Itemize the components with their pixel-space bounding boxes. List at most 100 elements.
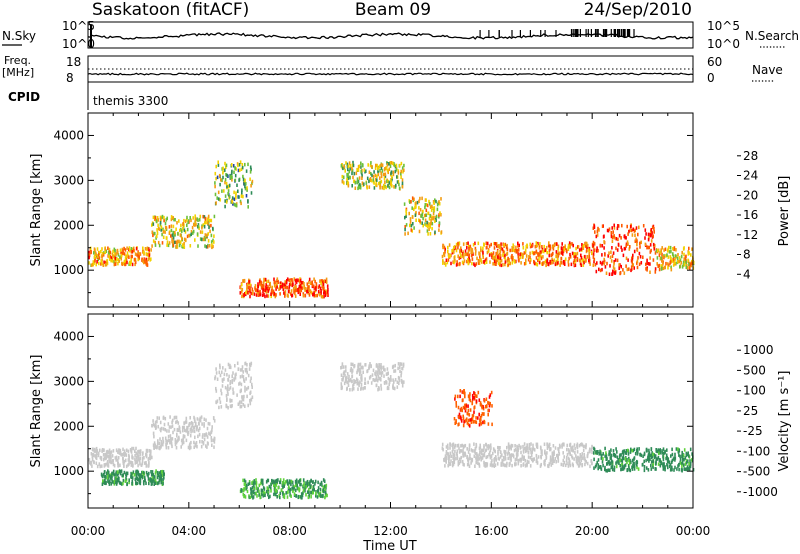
- echo-cell: [203, 215, 206, 219]
- echo-cell: [688, 262, 690, 266]
- echo-cell: [592, 240, 595, 245]
- echo-cell: [142, 480, 145, 484]
- y-tick-label: 4000: [53, 128, 84, 142]
- echo-cell: [356, 167, 358, 172]
- echo-cell: [674, 257, 676, 261]
- echo-cell: [188, 446, 191, 451]
- echo-cell: [94, 254, 96, 259]
- nsky-left-tick-bottom: 10^0: [62, 37, 95, 51]
- echo-cell: [224, 204, 226, 209]
- echo-cell: [624, 246, 627, 251]
- echo-cell: [348, 378, 350, 383]
- echo-cell: [665, 453, 668, 457]
- echo-cell: [248, 481, 251, 486]
- echo-cell: [125, 259, 127, 264]
- echo-cell: [497, 255, 499, 259]
- echo-cell: [633, 464, 635, 469]
- echo-cell: [128, 246, 131, 250]
- echo-cell: [651, 231, 653, 235]
- echo-cell: [396, 180, 399, 184]
- echo-cell: [579, 259, 582, 263]
- echo-cell: [94, 256, 97, 261]
- echo-cell: [415, 218, 417, 222]
- echo-cell: [497, 450, 499, 454]
- echo-cell: [356, 180, 359, 185]
- echo-cell: [501, 458, 503, 463]
- echo-cell: [351, 369, 354, 373]
- echo-cell: [255, 491, 257, 496]
- echo-cell: [131, 254, 133, 259]
- echo-cell: [170, 425, 172, 429]
- echo-cell: [467, 462, 470, 466]
- echo-cell: [572, 260, 575, 265]
- echo-cell: [492, 253, 494, 258]
- echo-cell: [591, 450, 593, 455]
- echo-cell: [288, 287, 290, 291]
- echo-cell: [177, 421, 180, 425]
- echo-cell: [136, 481, 138, 486]
- echo-cell: [158, 227, 161, 231]
- echo-cell: [500, 259, 503, 263]
- power-panel-frame: [87, 112, 694, 308]
- echo-cell: [117, 458, 119, 463]
- echo-cell: [157, 240, 160, 245]
- echo-cell: [135, 472, 138, 476]
- echo-cell: [366, 369, 369, 373]
- echo-cell: [585, 241, 587, 246]
- echo-cell: [258, 279, 261, 284]
- echo-cell: [491, 253, 493, 257]
- echo-cell: [545, 245, 548, 250]
- echo-cell: [591, 461, 593, 466]
- echo-cell: [429, 225, 431, 229]
- echo-cell: [122, 249, 124, 253]
- echo-cell: [630, 268, 632, 273]
- echo-cell: [453, 417, 456, 421]
- echo-cell: [126, 260, 128, 265]
- echo-cell: [93, 247, 96, 251]
- echo-cell: [517, 448, 519, 452]
- echo-cell: [215, 367, 217, 371]
- echo-cell: [592, 255, 595, 259]
- echo-cell: [113, 260, 115, 264]
- echo-cell: [684, 456, 687, 460]
- echo-cell: [687, 459, 689, 463]
- echo-cell: [315, 494, 317, 498]
- echo-cell: [665, 254, 667, 258]
- echo-cell: [677, 464, 679, 468]
- echo-cell: [631, 228, 633, 233]
- echo-cell: [189, 244, 192, 248]
- echo-cell: [625, 449, 628, 453]
- echo-cell: [248, 480, 251, 484]
- echo-cell: [267, 294, 270, 298]
- echo-cell: [124, 256, 127, 260]
- echo-cell: [536, 460, 539, 465]
- echo-cell: [155, 219, 158, 224]
- echo-cell: [386, 168, 389, 173]
- colorbar-tick-label: 8: [743, 248, 751, 262]
- echo-cell: [479, 443, 481, 448]
- echo-cell: [224, 368, 227, 372]
- echo-cell: [683, 467, 686, 471]
- echo-cell: [542, 249, 544, 253]
- echo-cell: [240, 167, 243, 171]
- echo-cell: [298, 480, 300, 484]
- echo-cell: [441, 254, 444, 259]
- echo-cell: [340, 382, 343, 386]
- echo-cell: [489, 260, 491, 264]
- echo-cell: [284, 292, 286, 296]
- echo-cell: [560, 462, 563, 467]
- echo-cell: [672, 457, 675, 461]
- echo-cell: [296, 480, 298, 484]
- echo-cell: [155, 425, 157, 430]
- echo-cell: [205, 245, 208, 249]
- echo-cell: [387, 376, 390, 381]
- echo-cell: [145, 448, 148, 453]
- echo-cell: [375, 364, 378, 368]
- echo-cell: [485, 397, 488, 401]
- echo-cell: [219, 182, 221, 187]
- echo-cell: [640, 240, 642, 245]
- echo-cell: [289, 487, 291, 492]
- echo-cell: [133, 473, 136, 477]
- echo-cell: [160, 439, 163, 444]
- echo-cell: [268, 495, 270, 500]
